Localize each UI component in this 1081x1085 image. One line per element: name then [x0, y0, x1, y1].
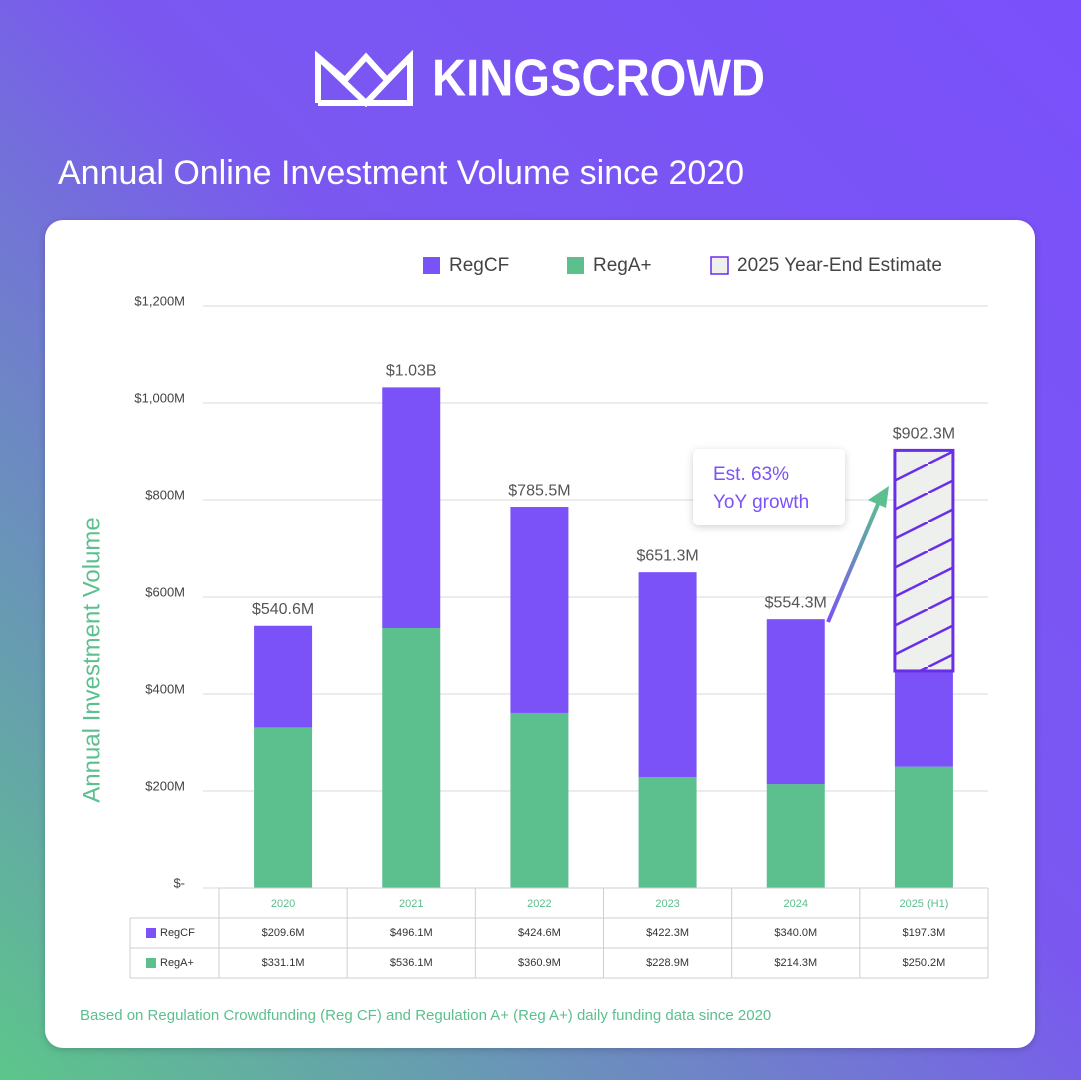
table-cell: $424.6M [518, 927, 561, 939]
arrow-head [868, 486, 889, 508]
total-label: $902.3M [893, 426, 955, 443]
legend-swatch [423, 257, 440, 274]
annotation-line: Est. 63% [713, 464, 789, 485]
y-tick-label: $200M [145, 778, 185, 793]
legend-label: RegCF [449, 255, 509, 276]
y-tick-label: $400M [145, 681, 185, 696]
table-row-label: RegA+ [160, 957, 194, 969]
table-cell: $214.3M [774, 957, 817, 969]
legend-label: RegA+ [593, 255, 652, 276]
plot: $- $200M $400M $600M $800M $1,000M $1,200M RegC… [129, 255, 989, 979]
table-swatch [146, 958, 156, 968]
table-row-label: RegCF [160, 927, 195, 939]
legend-label: 2025 Year-End Estimate [737, 255, 942, 276]
annotation-line: YoY growth [713, 492, 809, 513]
bar [254, 625, 313, 728]
table-cell: $536.1M [390, 957, 433, 969]
arrow [826, 501, 881, 623]
y-tick-label: $800M [145, 487, 185, 502]
total-label: $1.03B [386, 363, 437, 380]
footnote: Based on Regulation Crowdfunding (Reg CF… [80, 1007, 771, 1024]
table-cell: $496.1M [390, 927, 433, 939]
x-tick-label: 2024 [784, 898, 808, 910]
table-cell: $209.6M [262, 927, 305, 939]
table-cell: $197.3M [903, 927, 946, 939]
bar [638, 776, 697, 888]
bar [254, 727, 313, 888]
table-cell: $340.0M [774, 927, 817, 939]
legend-swatch [710, 256, 729, 275]
total-label: $540.6M [252, 601, 314, 618]
table-cell: $250.2M [903, 957, 946, 969]
table-cell: $331.1M [262, 957, 305, 969]
table-cell: $228.9M [646, 957, 689, 969]
estimate-bar [893, 448, 955, 673]
bar [766, 784, 825, 888]
bar [894, 766, 953, 888]
total-label: $554.3M [765, 594, 827, 611]
x-tick-label: 2025 (H1) [899, 898, 948, 910]
bar [382, 387, 441, 628]
logo-icon [315, 49, 413, 108]
bar [894, 670, 953, 767]
chart-title: Annual Online Investment Volume since 20… [58, 154, 744, 192]
total-label: $651.3M [636, 547, 698, 564]
x-tick-label: 2021 [399, 898, 423, 910]
table-swatch [146, 928, 156, 938]
y-tick-label: $1,000M [134, 390, 185, 405]
bar [510, 712, 569, 888]
y-tick-label: $600M [145, 584, 185, 599]
bar [766, 619, 825, 785]
table-cell: $422.3M [646, 927, 689, 939]
bar [510, 507, 569, 713]
x-tick-label: 2020 [271, 898, 295, 910]
x-tick-label: 2022 [527, 898, 551, 910]
bar [638, 572, 697, 777]
y-tick-label: $1,200M [134, 293, 185, 308]
y-axis-label: Annual Investment Volume [78, 517, 105, 803]
y-tick-label: $- [173, 875, 185, 890]
x-tick-label: 2023 [655, 898, 679, 910]
bar [382, 627, 441, 888]
brand: KINGSCROWD [432, 50, 765, 108]
annotation-box [693, 449, 845, 525]
table-cell: $360.9M [518, 957, 561, 969]
legend-swatch [567, 257, 584, 274]
total-label: $785.5M [508, 482, 570, 499]
